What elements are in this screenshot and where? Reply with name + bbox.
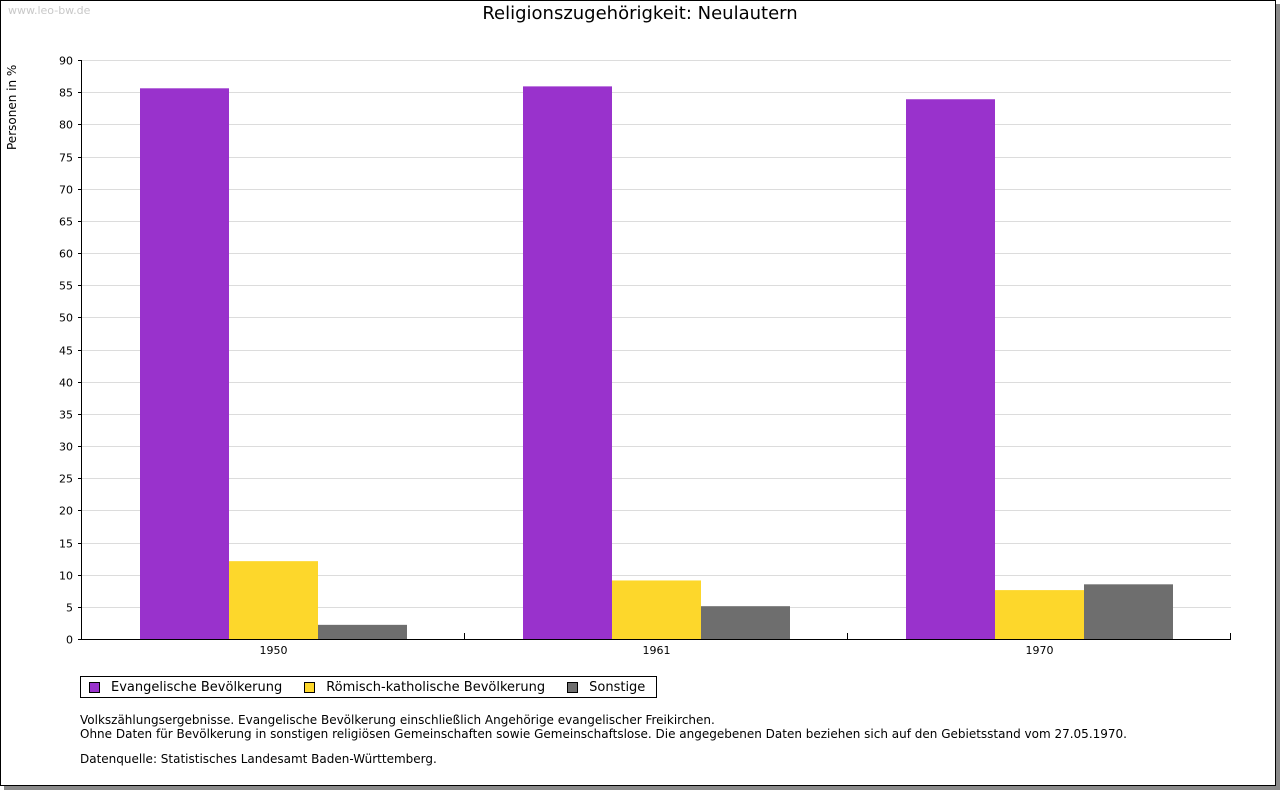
y-tick-label: 65: [59, 216, 73, 229]
legend-swatch-evangelisch: [89, 681, 100, 693]
y-tick-label: 15: [59, 538, 73, 551]
legend: Evangelische Bevölkerung Römisch-katholi…: [80, 676, 658, 698]
bar-1961-3: [701, 606, 790, 639]
bar-1950-1: [140, 88, 229, 640]
legend-item-katholisch: Römisch-katholische Bevölkerung: [304, 680, 545, 695]
data-source: Datenquelle: Statistisches Landesamt Bad…: [80, 752, 437, 766]
y-tick-label: 20: [59, 505, 73, 518]
y-tick-label: 30: [59, 441, 73, 454]
y-tick-label: 55: [59, 280, 73, 293]
y-tick-label: 90: [59, 55, 73, 68]
bar-1950-3: [318, 624, 407, 639]
chart-notes: Volkszählungsergebnisse. Evangelische Be…: [80, 713, 1127, 741]
legend-label-evangelisch: Evangelische Bevölkerung: [111, 679, 283, 695]
x-tick-label: 1961: [643, 644, 671, 657]
bar-1970-2: [995, 590, 1084, 639]
note-line-1: Volkszählungsergebnisse. Evangelische Be…: [80, 713, 715, 727]
y-tick-label: 35: [59, 409, 73, 422]
legend-label-katholisch: Römisch-katholische Bevölkerung: [326, 679, 546, 695]
bar-1961-1: [523, 86, 612, 640]
y-tick-label: 0: [66, 634, 73, 647]
chart-title: Religionszugehörigkeit: Neulautern: [482, 3, 798, 24]
y-tick-label: 10: [59, 570, 73, 583]
y-tick-label: 85: [59, 87, 73, 100]
y-tick-label: 50: [59, 312, 73, 325]
bar-1950-2: [229, 561, 318, 639]
y-tick-label: 75: [59, 152, 73, 165]
y-tick-label: 60: [59, 248, 73, 261]
y-tick-label: 25: [59, 473, 73, 486]
note-line-2: Ohne Daten für Bevölkerung in sonstigen …: [80, 727, 1127, 741]
legend-label-sonstige: Sonstige: [589, 679, 646, 695]
y-tick-label: 80: [59, 119, 73, 132]
x-tick-label: 1970: [1026, 644, 1054, 657]
legend-swatch-katholisch: [304, 681, 316, 693]
bar-1970-1: [906, 99, 995, 639]
x-tick-label: 1950: [260, 644, 288, 657]
legend-swatch-sonstige: [567, 681, 579, 693]
legend-item-sonstige: Sonstige: [567, 680, 645, 695]
y-tick-label: 40: [59, 377, 73, 390]
watermark: www.leo-bw.de: [8, 4, 91, 17]
y-tick-label: 5: [66, 602, 73, 615]
bar-1961-2: [612, 580, 701, 639]
y-tick-label: 70: [59, 184, 73, 197]
legend-item-evangelisch: Evangelische Bevölkerung: [89, 680, 282, 695]
y-tick-label: 45: [59, 345, 73, 358]
bar-1970-3: [1084, 584, 1173, 639]
